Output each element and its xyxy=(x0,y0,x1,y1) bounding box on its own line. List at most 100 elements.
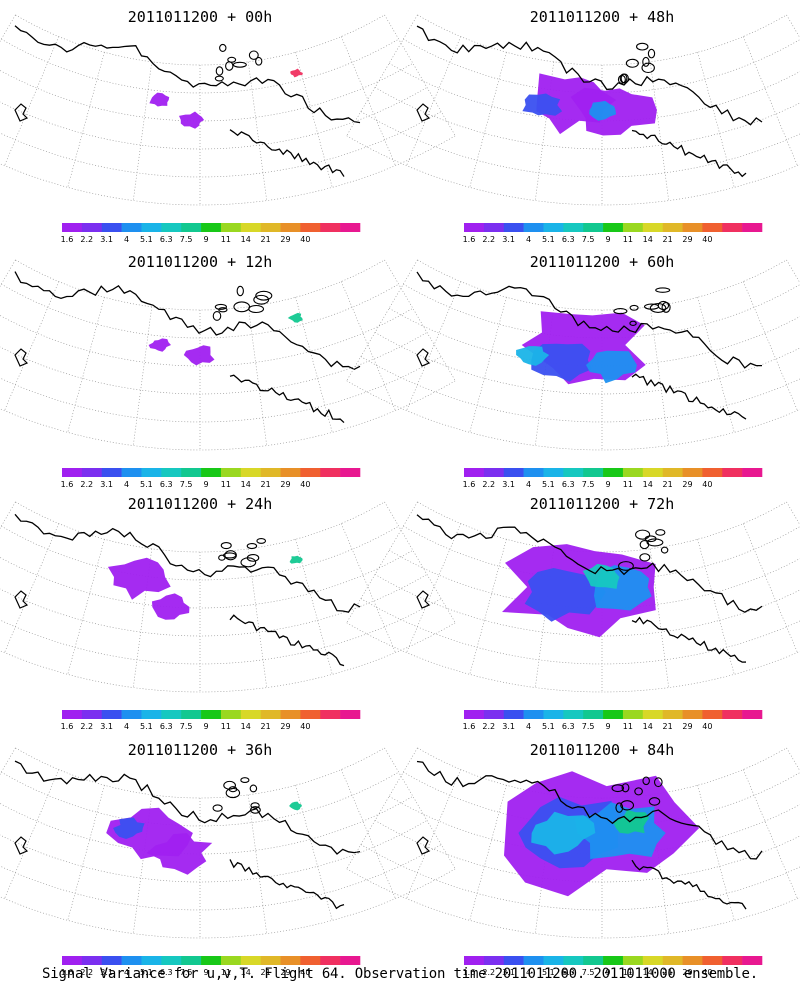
coastline xyxy=(14,348,29,367)
colorbar-tick-label: 3.1 xyxy=(100,235,113,244)
colorbar-tick-label: 3.1 xyxy=(502,722,515,731)
island xyxy=(629,304,639,311)
colorbar-swatch xyxy=(62,710,83,719)
coastline xyxy=(416,103,431,122)
graticule-meridian xyxy=(406,769,461,899)
colorbar-swatch xyxy=(483,956,505,965)
graticule-latitude xyxy=(15,501,385,553)
panel-title: 2011011200 + 24h xyxy=(128,495,273,513)
colorbar-tick-label: 14 xyxy=(241,480,251,489)
colorbar-tick-label: 14 xyxy=(241,722,251,731)
colorbar-tick-label: 2.2 xyxy=(80,235,93,244)
colorbar-swatch xyxy=(662,223,683,232)
island xyxy=(639,553,651,562)
variance-field xyxy=(613,809,650,834)
colorbar-tick-label: 29 xyxy=(280,722,290,731)
graticule-latitude xyxy=(346,622,800,693)
colorbar-tick-label: 14 xyxy=(643,722,653,731)
graticule-meridian xyxy=(406,36,461,166)
colorbar-swatch xyxy=(181,468,202,477)
island xyxy=(655,287,671,293)
colorbar-tick-label: 6.3 xyxy=(160,968,173,977)
island xyxy=(214,303,228,310)
graticule-latitude xyxy=(0,135,456,206)
island xyxy=(660,546,669,554)
colorbar: 1.6 2.2 3.1 4 5.1 6.3 7.5 9 11 14 21 29 40 xyxy=(463,223,763,244)
island xyxy=(240,777,250,783)
colorbar-swatch xyxy=(101,223,122,232)
colorbar-swatch xyxy=(300,710,321,719)
island xyxy=(215,66,224,76)
colorbar-swatch xyxy=(81,223,103,232)
coastline xyxy=(14,103,29,122)
colorbar-swatch xyxy=(722,956,743,965)
colorbar-swatch xyxy=(543,468,564,477)
graticule-meridian xyxy=(0,259,16,287)
map-area xyxy=(0,14,456,206)
graticule-latitude xyxy=(0,622,456,693)
coastline xyxy=(229,859,345,910)
colorbar-tick-label: 4 xyxy=(526,722,531,731)
graticule-latitude xyxy=(0,574,428,637)
colorbar-swatch xyxy=(81,710,103,719)
colorbar-swatch xyxy=(220,223,242,232)
variance-field xyxy=(531,343,592,382)
colorbar-swatch xyxy=(240,223,261,232)
colorbar-tick-label: 5.1 xyxy=(542,968,555,977)
island xyxy=(256,538,267,544)
coastline xyxy=(631,616,747,663)
island xyxy=(225,61,234,71)
colorbar: 1.6 2.2 3.1 4 5.1 6.3 7.5 9 11 14 21 29 40 xyxy=(463,710,763,731)
colorbar-tick-label: 9 xyxy=(203,235,208,244)
map-area xyxy=(346,747,800,939)
colorbar-tick-label: 11 xyxy=(623,968,633,977)
colorbar-tick-label: 4 xyxy=(526,968,531,977)
graticule-latitude xyxy=(0,795,413,855)
colorbar-swatch xyxy=(320,710,341,719)
colorbar-swatch xyxy=(563,956,584,965)
colorbar-tick-label: 5.1 xyxy=(542,480,555,489)
colorbar-swatch xyxy=(642,956,663,965)
graticule-meridian xyxy=(247,306,268,446)
graticule-meridian xyxy=(295,539,333,675)
colorbar-swatch xyxy=(121,710,142,719)
colorbar-tick-label: 7.5 xyxy=(582,480,595,489)
map-panel-00h: 2011011200 + 00h 1.6 2.2 3.1 4 5.1 6.3 7.5 9 11 14… xyxy=(0,8,456,244)
island xyxy=(620,73,629,84)
graticule-latitude xyxy=(0,62,413,122)
colorbar-swatch xyxy=(622,956,644,965)
colorbar-tick-label: 7.5 xyxy=(180,968,193,977)
map-panel-48h: 2011011200 + 48h 1.6 2.2 3.1 4 5.1 6.3 7.5 9 11 14… xyxy=(346,8,800,244)
colorbar-tick-label: 1.6 xyxy=(463,235,476,244)
variance-field xyxy=(290,68,303,78)
graticule-latitude xyxy=(374,332,800,395)
colorbar-tick-label: 6.3 xyxy=(562,968,575,977)
colorbar-tick-label: 2.2 xyxy=(482,968,495,977)
variance-field xyxy=(531,811,596,855)
panel-title: 2011011200 + 12h xyxy=(128,253,273,271)
colorbar-swatch xyxy=(563,468,584,477)
colorbar-swatch xyxy=(583,956,604,965)
colorbar-swatch xyxy=(101,956,122,965)
colorbar-swatch xyxy=(642,710,663,719)
graticule-meridian xyxy=(247,61,268,201)
colorbar-tick-label: 6.3 xyxy=(160,235,173,244)
panel-title: 2011011200 + 00h xyxy=(128,8,273,26)
colorbar-swatch xyxy=(340,710,361,719)
coastline xyxy=(416,271,763,369)
colorbar-tick-label: 1.6 xyxy=(463,480,476,489)
colorbar-tick-label: 11 xyxy=(623,480,633,489)
island xyxy=(250,802,260,809)
island xyxy=(618,561,634,571)
graticule-latitude xyxy=(374,820,800,883)
colorbar-swatch xyxy=(320,956,341,965)
colorbar-tick-label: 2.2 xyxy=(80,722,93,731)
colorbar-swatch xyxy=(161,956,182,965)
variance-field xyxy=(287,312,303,323)
map-panel-36h: 2011011200 + 36h 1.6 2.2 3.1 4 5.1 6.3 7.5 9 11 14… xyxy=(0,741,456,977)
coastline xyxy=(631,129,747,178)
colorbar-tick-label: 29 xyxy=(682,722,692,731)
graticule-latitude xyxy=(403,38,800,94)
colorbar-swatch xyxy=(260,956,281,965)
coastline xyxy=(416,836,431,855)
